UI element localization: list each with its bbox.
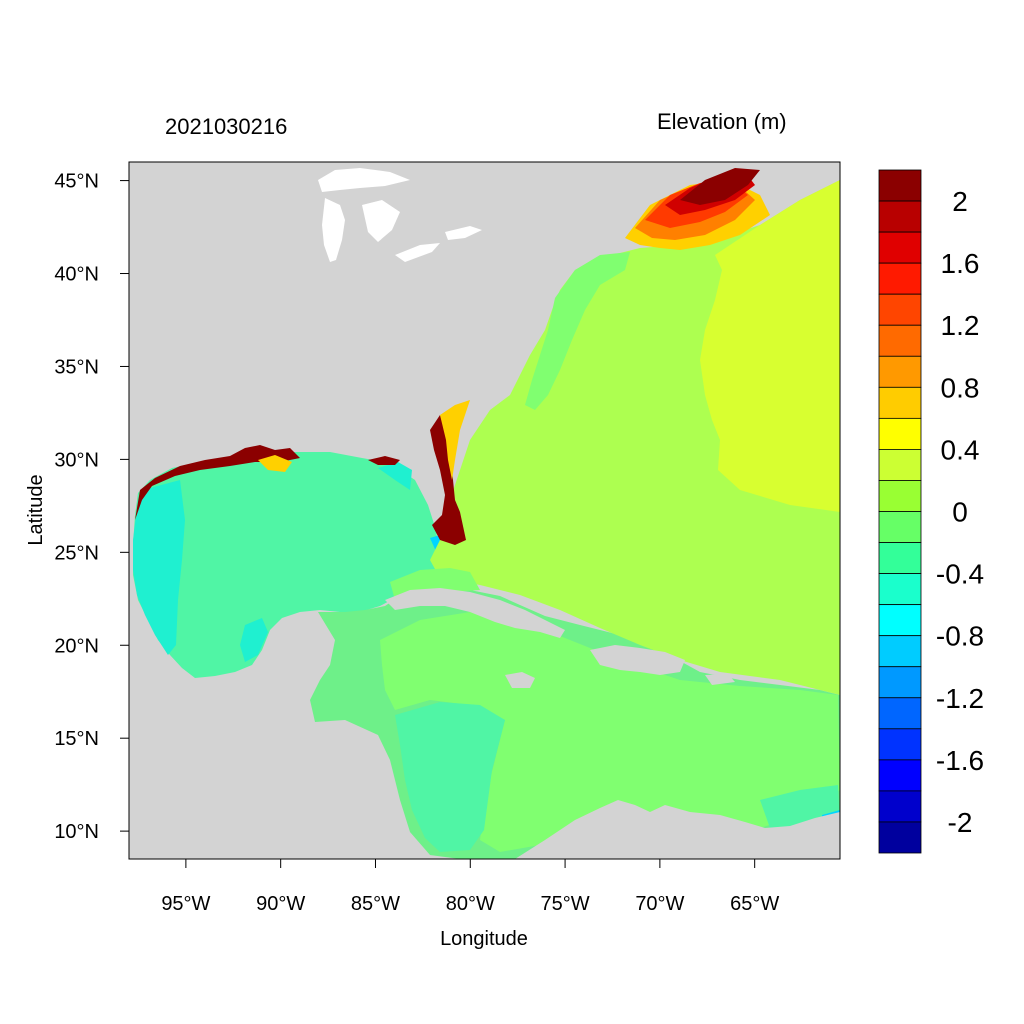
variable-title: Elevation (m) [657,109,787,134]
map-plot [128,161,841,860]
colorbar-label: -1.6 [936,745,984,776]
y-tick-label: 40°N [54,264,99,286]
plot-frame [128,161,841,860]
x-tick-label: 80°W [446,893,495,915]
colorbar-swatch [878,728,922,761]
florida-east-surge [430,415,466,545]
colorbar-swatch [878,759,922,792]
atlantic-east-yellow [700,180,840,512]
colorbar-swatch [878,666,922,699]
y-tick-label: 20°N [54,635,99,657]
x-tick-label: 75°W [541,893,590,915]
colorbar-swatch [878,293,922,326]
lake-michigan [322,198,345,262]
colorbar-swatch [878,231,922,264]
gulf-yucatan-cyan [240,618,268,662]
x-tick-label: 90°W [256,893,305,915]
lake-huron [362,200,400,242]
gulf-of-mexico-water [133,452,440,678]
colorbar-swatch [878,573,922,606]
y-tick-label: 15°N [54,728,99,750]
caribbean-west-cyan [395,702,505,852]
colorbar-swatch [878,604,922,637]
puerto-rico-land [705,674,735,685]
colorbar-label: 1.6 [941,248,980,279]
northeast-surge-max [680,168,760,205]
x-tick-label: 95°W [161,893,210,915]
timestamp-title: 2021030216 [165,114,287,139]
florida-east-orange [440,400,470,480]
x-axis: 95°W 90°W 85°W 80°W 75°W 70°W 65°W [161,859,779,915]
lake-superior [318,168,410,192]
colorbar: 2 1.6 1.2 0.8 0.4 0 -0.4 -0.8 -1.2 -1.6 -2 [878,169,984,854]
x-tick-label: 70°W [635,893,684,915]
cuba-land [385,588,565,638]
hispaniola-land [590,645,685,675]
colorbar-label: 0.8 [941,372,980,403]
y-tick-label: 35°N [54,356,99,378]
south-america-land [515,800,840,859]
jamaica-land [505,672,535,688]
colorbar-swatch [878,542,922,574]
gulf-florida-cyan [378,462,412,490]
colorbar-swatch [878,449,922,481]
atlantic-shelf-green [525,252,630,410]
colorbar-label: 2 [952,186,968,217]
colorbar-swatch [878,635,922,668]
colorbar-label: 0.4 [941,434,980,465]
colorbar-label: -0.8 [936,621,984,652]
caribbean-central-green [380,612,840,852]
colorbar-label: -1.2 [936,683,984,714]
colorbar-swatch [878,355,922,388]
colorbar-label: -0.4 [936,559,984,590]
x-tick-label: 85°W [351,893,400,915]
colorbar-swatch [878,324,922,357]
y-tick-label: 25°N [54,542,99,564]
gulf-west-cyan [133,480,185,655]
colorbar-label: 0 [952,497,968,528]
lake-erie [395,243,440,262]
y-tick-label: 10°N [54,821,99,843]
colorbar-swatch [878,262,922,295]
y-axis: 45°N 40°N 35°N 30°N 25°N 20°N 15°N 10°N [54,171,129,843]
colorbar-swatch [878,790,922,823]
y-axis-label: Latitude [25,474,47,545]
colorbar-swatch [878,697,922,730]
x-tick-label: 65°W [730,893,779,915]
colorbar-swatch [878,417,922,450]
colorbar-swatch [878,200,922,233]
florida-bigbend-surge [368,456,400,465]
lake-ontario [445,226,482,240]
colorbar-label: 1.2 [941,310,980,341]
colorbar-swatch [878,169,922,202]
y-tick-label: 45°N [54,171,99,193]
x-axis-label: Longitude [440,928,528,950]
y-tick-label: 30°N [54,449,99,471]
gulf-coast-surge [135,445,300,520]
colorbar-label: -2 [948,807,973,838]
colorbar-swatch [878,480,922,512]
colorbar-swatch [878,821,922,854]
colorbar-swatch [878,386,922,419]
mississippi-delta-surge [258,455,292,472]
colorbar-swatch [878,511,922,543]
